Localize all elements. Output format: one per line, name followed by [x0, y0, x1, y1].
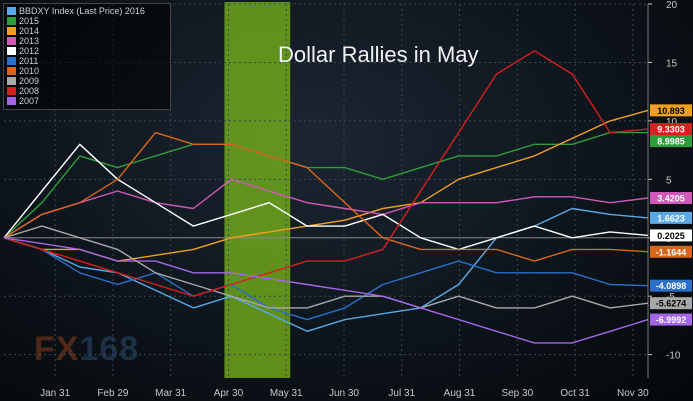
end-value-label-1: 8.9985 — [657, 137, 685, 147]
series-line-8 — [3, 50, 649, 297]
series-line-3 — [3, 178, 649, 239]
legend-label: 2008 — [19, 86, 40, 96]
end-value-badge-6 — [650, 245, 692, 258]
legend-label: 2014 — [19, 26, 40, 36]
legend-swatch — [7, 7, 16, 15]
end-value-badge-9 — [650, 313, 692, 326]
end-value-badge-0 — [650, 211, 692, 224]
legend-swatch — [7, 27, 16, 35]
series-line-4 — [3, 143, 649, 251]
end-value-badge-3 — [650, 192, 692, 205]
legend-item: 2007 — [7, 96, 167, 106]
y-tick-label: 15 — [666, 58, 678, 69]
legend-item: 2014 — [7, 26, 167, 36]
end-value-badge-2 — [650, 104, 692, 117]
legend-item: 2008 — [7, 86, 167, 96]
legend-label: 2015 — [19, 16, 40, 26]
end-value-label-5: -4.0898 — [656, 281, 687, 291]
legend-item: 2015 — [7, 16, 167, 26]
highlight-band — [224, 2, 291, 378]
x-tick-label: Sep 30 — [501, 388, 533, 399]
x-tick-label: Nov 30 — [617, 388, 649, 399]
watermark-digits: 168 — [79, 330, 140, 368]
legend-item: 2011 — [7, 56, 167, 66]
series-line-1 — [3, 131, 648, 239]
end-value-label-6: -1.1644 — [656, 247, 687, 257]
legend-swatch — [7, 87, 16, 95]
end-value-label-7: -5.6274 — [656, 299, 687, 309]
chart-title: Dollar Rallies in May — [278, 42, 479, 67]
y-tick-label: -10 — [666, 351, 681, 362]
x-tick-label: Feb 29 — [97, 388, 129, 399]
legend-swatch — [7, 47, 16, 55]
series-line-0 — [3, 207, 649, 332]
legend-label: BBDXY Index (Last Price) 2016 — [19, 6, 145, 16]
legend-item: 2013 — [7, 36, 167, 46]
legend-label: 2012 — [19, 46, 40, 56]
legend-swatch — [7, 17, 16, 25]
legend-label: 2011 — [19, 56, 39, 66]
legend-swatch — [7, 37, 16, 45]
legend: BBDXY Index (Last Price) 2016 2015 2014 201… — [3, 3, 171, 110]
legend-label: 2007 — [19, 96, 40, 106]
series-line-6 — [3, 131, 649, 262]
legend-label: 2013 — [19, 36, 40, 46]
series-line-5 — [3, 237, 649, 321]
x-tick-label: Aug 31 — [444, 388, 476, 399]
y-tick-label: 10 — [666, 117, 678, 128]
legend-swatch — [7, 57, 16, 65]
watermark-logo: FX168 — [34, 330, 139, 369]
y-tick-label: 5 — [666, 175, 672, 186]
x-tick-label: Mar 31 — [155, 388, 187, 399]
end-value-label-2: 10.893 — [657, 106, 685, 116]
watermark-letters: FX — [34, 330, 80, 368]
x-tick-label: Jul 31 — [388, 388, 415, 399]
end-value-badge-1 — [650, 135, 692, 148]
legend-swatch — [7, 77, 16, 85]
end-value-badge-8 — [650, 123, 692, 136]
legend-swatch — [7, 67, 16, 75]
x-tick-label: Oct 31 — [560, 388, 590, 399]
x-tick-label: Apr 30 — [214, 388, 244, 399]
legend-item: 2010 — [7, 66, 167, 76]
legend-swatch — [7, 97, 16, 105]
series-line-7 — [3, 225, 649, 309]
x-tick-label: Jun 30 — [329, 388, 359, 399]
end-value-label-0: 1.6623 — [657, 213, 685, 223]
legend-label: 2010 — [19, 66, 40, 76]
y-tick-label: 20 — [666, 0, 678, 11]
end-value-label-3: 3.4205 — [657, 194, 685, 204]
legend-item: 2012 — [7, 46, 167, 56]
end-value-badge-7 — [650, 297, 692, 310]
x-tick-label: May 31 — [270, 388, 303, 399]
x-tick-label: Jan 31 — [40, 388, 70, 399]
legend-item: 2009 — [7, 76, 167, 86]
series-line-9 — [3, 237, 649, 344]
end-value-badge-5 — [650, 279, 692, 292]
legend-item: BBDXY Index (Last Price) 2016 — [7, 6, 167, 16]
end-value-badge-4 — [650, 229, 692, 242]
end-value-label-4: 0.2025 — [657, 231, 685, 241]
end-value-label-8: 9.3303 — [657, 125, 685, 135]
end-value-label-9: -6.9992 — [656, 315, 687, 325]
legend-label: 2009 — [19, 76, 40, 86]
